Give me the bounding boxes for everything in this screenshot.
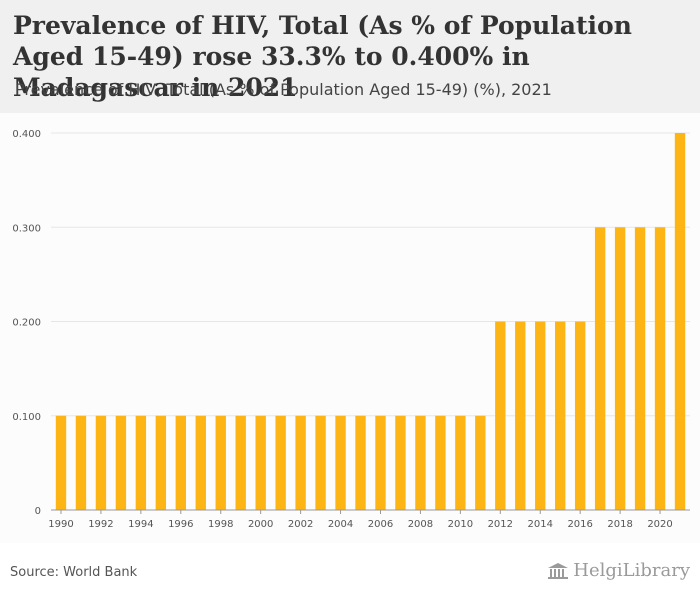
x-tick-label: 2002 [288,519,313,530]
library-building-icon [548,562,569,579]
y-tick-label: 0 [35,506,41,517]
source-note: Source: World Bank [10,565,138,580]
chart-footer: Source: World Bank HelgiLibrary [0,548,700,596]
helgi-library-logo[interactable]: HelgiLibrary [547,560,690,581]
bar-2020[interactable] [654,227,666,510]
bars [55,133,686,511]
bar-1994[interactable] [135,415,147,510]
bar-1992[interactable] [95,415,107,510]
x-tick-label: 2018 [607,519,632,530]
bar-2009[interactable] [435,415,446,510]
bar-2004[interactable] [335,415,346,510]
bar-2021[interactable] [674,133,686,510]
bar-2001[interactable] [275,415,286,510]
bar-1999[interactable] [235,415,246,510]
x-tick-label: 2020 [647,519,672,530]
y-tick-label: 0.300 [12,223,41,234]
bar-2018[interactable] [614,227,626,510]
bar-2017[interactable] [594,227,606,510]
logo-text: HelgiLibrary [573,560,690,581]
chart-header: Prevalence of HIV, Total (As % of Popula… [0,0,700,113]
bar-2015[interactable] [555,321,566,511]
x-tick-label: 2012 [488,519,513,530]
y-tick-label: 0.200 [12,318,41,329]
x-tick-label: 1994 [128,519,153,530]
chart-subtitle: Prevalence of HIV, Total (As % of Popula… [15,80,552,99]
x-tick-label: 2004 [328,519,353,530]
bar-2000[interactable] [255,415,266,510]
bar-1995[interactable] [155,415,167,510]
bar-2011[interactable] [475,415,486,510]
x-tick-label: 2014 [528,519,553,530]
bar-chart: 0 0.100 0.200 0.300 0.400 1990 1992 1994 1996 199… [12,129,690,530]
plot-area: 0 0.100 0.200 0.300 0.400 1990 1992 1994 1996 199… [0,113,700,543]
bar-2012[interactable] [495,321,506,511]
x-tick-label: 2016 [567,519,592,530]
bar-1998[interactable] [215,415,226,510]
bar-1990[interactable] [55,415,67,510]
x-tick-label: 2010 [448,519,473,530]
bar-2002[interactable] [295,415,306,510]
bar-2003[interactable] [315,415,326,510]
y-tick-label: 0.400 [12,129,41,140]
y-tick-label: 0.100 [12,412,41,423]
axes: 0 0.100 0.200 0.300 0.400 1990 1992 1994 1996 199… [12,129,690,530]
x-tick-label: 2008 [408,519,433,530]
bar-1991[interactable] [75,415,87,510]
x-tick-label: 1996 [168,519,193,530]
grid-lines [51,132,690,511]
x-tick-label: 2006 [368,519,393,530]
bar-2019[interactable] [634,227,646,510]
bar-2006[interactable] [375,415,386,510]
bar-1993[interactable] [115,415,127,510]
x-tick-label: 1998 [208,519,233,530]
bar-1997[interactable] [195,415,206,510]
bar-2010[interactable] [455,415,466,510]
x-tick-label: 1990 [48,519,73,530]
bar-2016[interactable] [574,321,586,511]
x-tick-label: 2000 [248,519,273,530]
bar-2013[interactable] [515,321,526,511]
bar-2005[interactable] [355,415,366,510]
chart-title: Prevalence of HIV, Total (As % of Popula… [13,11,632,102]
x-tick-label: 1992 [88,519,113,530]
bar-2007[interactable] [395,415,406,510]
bar-2008[interactable] [415,415,426,510]
bar-2014[interactable] [535,321,546,511]
bar-1996[interactable] [175,415,186,510]
